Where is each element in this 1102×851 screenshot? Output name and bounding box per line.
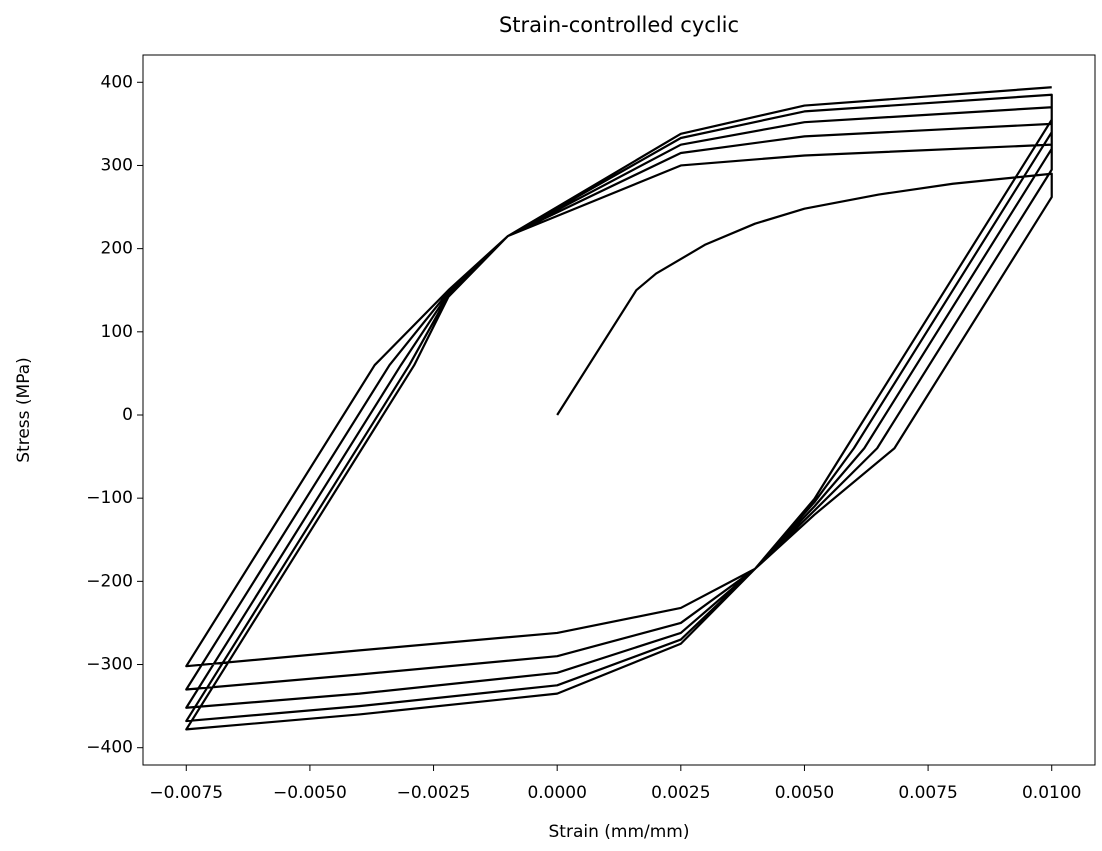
y-axis-label: Stress (MPa) — [14, 357, 34, 463]
y-tick-label: 200 — [101, 239, 133, 259]
x-tick-label: 0.0000 — [527, 783, 586, 803]
x-axis-label: Strain (mm/mm) — [549, 822, 690, 842]
y-tick-label: 100 — [101, 322, 133, 342]
x-tick-label: 0.0025 — [651, 783, 710, 803]
plot-frame — [142, 54, 1096, 766]
x-tick-label: 0.0075 — [898, 783, 957, 803]
x-tick-label: 0.0050 — [775, 783, 834, 803]
line-series — [185, 86, 1053, 731]
x-tick-label: 0.0100 — [1022, 783, 1081, 803]
y-tick-label: −200 — [86, 571, 133, 591]
y-tick-label: −400 — [86, 738, 133, 758]
y-tick-label: 0 — [122, 405, 133, 425]
y-tick-label: 300 — [101, 155, 133, 175]
x-tick-label: −0.0050 — [273, 783, 347, 803]
y-tick-label: 400 — [101, 72, 133, 92]
x-tick-label: −0.0075 — [149, 783, 223, 803]
y-tick-label: −100 — [86, 488, 133, 508]
y-tick-label: −300 — [86, 655, 133, 675]
x-tick-label: −0.0025 — [397, 783, 471, 803]
chart-title: Strain-controlled cyclic — [499, 13, 739, 37]
